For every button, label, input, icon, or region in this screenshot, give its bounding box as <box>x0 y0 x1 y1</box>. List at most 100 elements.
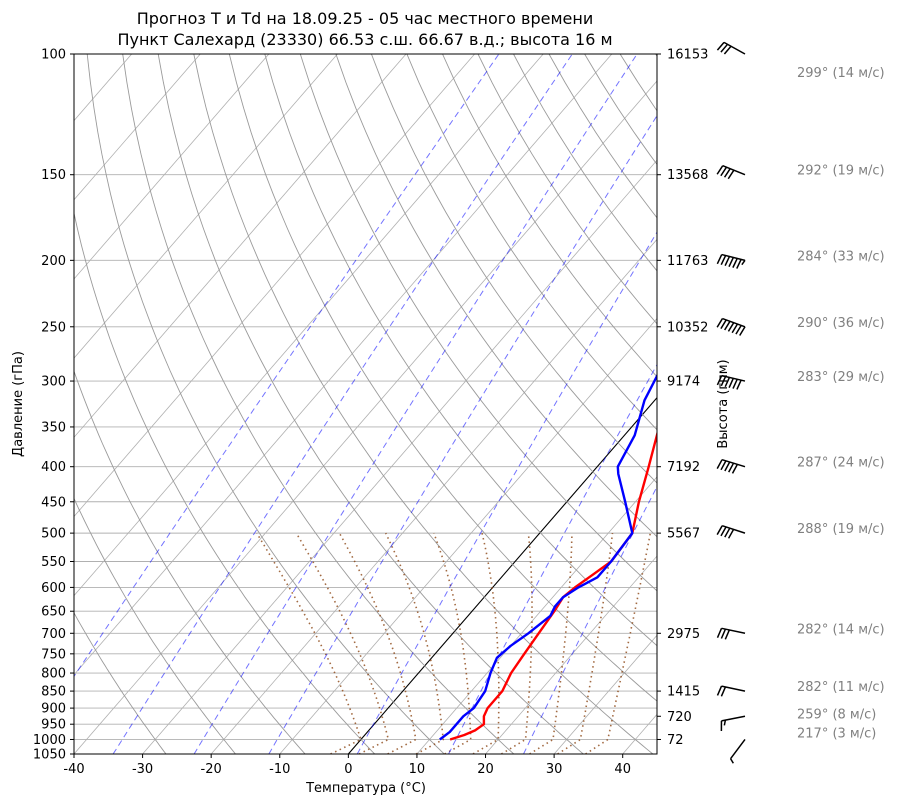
wind-barb-feather <box>729 758 734 764</box>
dry-adiabat <box>74 611 167 754</box>
pressure-tick-label: 300 <box>41 375 66 390</box>
isotherm <box>622 713 657 754</box>
pressure-tick-label: 550 <box>41 555 66 570</box>
wind-label: 292° (19 м/с) <box>797 164 885 179</box>
dry-adiabat <box>833 54 900 754</box>
mixing-ratio-line <box>523 485 657 754</box>
dry-adiabat <box>193 54 654 754</box>
wind-barb-feather <box>720 526 727 537</box>
wind-barb-feather <box>732 258 738 268</box>
height-tick-label: 11763 <box>667 254 708 269</box>
wind-barb <box>716 627 746 640</box>
isotherm <box>553 634 657 754</box>
moist-adiabat <box>500 533 533 754</box>
wind-barb-feather <box>735 325 742 335</box>
wind-barb-feather <box>728 462 735 473</box>
isotherm <box>74 54 270 280</box>
dry-adiabat <box>335 54 657 538</box>
dry-adiabat <box>869 54 900 754</box>
wind-label: 287° (24 м/с) <box>797 456 885 471</box>
dry-adiabat <box>74 211 376 754</box>
dry-adiabat <box>762 54 900 754</box>
wind-barb-feather <box>727 169 735 180</box>
temperature-tick-label: 30 <box>546 762 563 777</box>
wind-barb <box>716 685 746 697</box>
dry-adiabat <box>442 54 657 378</box>
axes: 1001502002503003504004505005506006507007… <box>33 48 708 778</box>
wind-label: 283° (29 м/с) <box>797 370 885 385</box>
wind-barb-feather <box>716 254 723 265</box>
wind-barb-feather <box>724 256 731 267</box>
pressure-tick-label: 650 <box>41 605 66 620</box>
wind-barb-feather <box>720 376 727 387</box>
pressure-tick-label: 400 <box>41 460 66 475</box>
x-axis-label: Температура (°C) <box>305 781 426 796</box>
height-tick-label: 720 <box>667 710 692 725</box>
dry-adiabat <box>122 54 515 754</box>
isotherm <box>74 54 201 201</box>
wind-barb-staff <box>721 715 746 722</box>
temperature-profile <box>449 430 657 741</box>
isotherm <box>142 159 657 754</box>
mixing-ratio-line <box>193 54 638 754</box>
wind-barb-feather <box>716 628 723 638</box>
temperature-tick-label: 0 <box>344 762 352 777</box>
wind-barb-feather <box>724 527 731 538</box>
wind-barb-feather <box>720 628 727 639</box>
moist-adiabat <box>384 532 445 754</box>
wind-barb-staff <box>729 739 746 760</box>
wind-barb-feather <box>723 45 732 55</box>
wind-barb <box>716 524 746 539</box>
wind-barb-feather <box>724 461 731 472</box>
temperature-tick-label: 10 <box>409 762 426 777</box>
wind-barb-feather <box>716 525 723 535</box>
height-tick-label: 16153 <box>667 48 708 63</box>
mixing-ratio-line <box>356 231 657 754</box>
wind-barb-feather <box>720 166 728 177</box>
wind-barb-feather <box>739 326 746 336</box>
pressure-tick-label: 600 <box>41 581 66 596</box>
wind-barb-feather <box>724 629 731 640</box>
wind-barb-feather <box>720 255 727 266</box>
wind-barb-feather <box>720 460 727 471</box>
height-tick-label: 2975 <box>667 627 700 642</box>
dewpoint-profile <box>439 373 657 741</box>
isotherm <box>74 54 407 438</box>
pressure-tick-label: 250 <box>41 320 66 335</box>
pressure-tick-label: 1000 <box>33 733 66 748</box>
wind-barb-feather <box>720 319 727 330</box>
dry-adiabat <box>228 54 657 702</box>
moist-adiabat <box>433 532 472 754</box>
wind-barb-feather <box>731 323 739 334</box>
wind-label: 282° (14 м/с) <box>797 622 885 637</box>
wind-barb-feather <box>716 318 724 328</box>
wind-label: 284° (33 м/с) <box>797 249 885 264</box>
mixing-ratio-line <box>268 114 657 754</box>
wind-barb-feather <box>732 378 738 389</box>
pressure-tick-label: 150 <box>41 168 66 183</box>
y-axis-label: Давление (гПа) <box>11 351 26 457</box>
height-tick-label: 1415 <box>667 685 700 700</box>
dry-adiabat <box>584 54 657 166</box>
wind-label: 259° (8 м/с) <box>797 707 876 722</box>
pressure-tick-label: 900 <box>41 702 66 717</box>
isotherm <box>74 54 475 518</box>
pressure-tick-label: 950 <box>41 718 66 733</box>
wind-barb-feather <box>731 464 739 474</box>
wind-barb-feather <box>736 379 742 390</box>
temperature-tick-label: -40 <box>63 762 84 777</box>
moist-adiabat <box>295 532 390 754</box>
wind-barb-feather <box>716 685 723 696</box>
dry-adiabat <box>264 54 657 647</box>
isotherm <box>74 54 544 597</box>
wind-barb <box>716 165 746 180</box>
height-tick-label: 9174 <box>667 375 700 390</box>
isotherm <box>416 476 657 754</box>
dry-adiabat <box>477 54 657 325</box>
wind-barb-feather <box>727 529 735 539</box>
moist-adiabat <box>472 532 500 754</box>
wind-barb <box>716 253 746 269</box>
wind-label: 299° (14 м/с) <box>797 66 885 81</box>
dry-adiabat <box>513 54 657 272</box>
